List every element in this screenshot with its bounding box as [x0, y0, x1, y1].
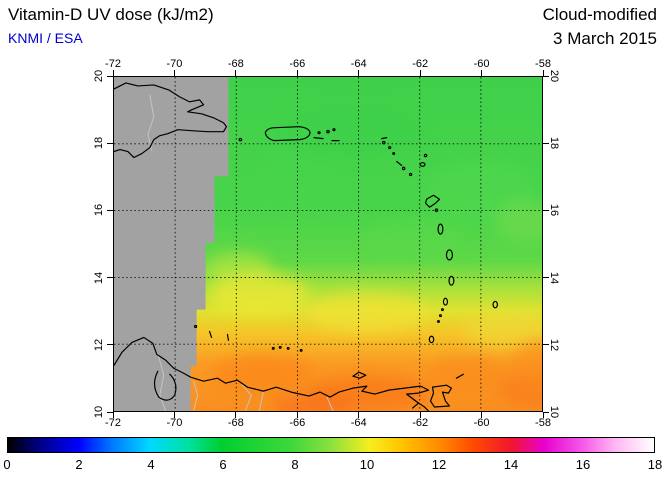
colorbar-tick-label: 0	[3, 457, 11, 472]
colorbar-tick-label: 14	[503, 457, 519, 472]
lon-tick	[419, 412, 421, 418]
no-data-region	[114, 77, 229, 411]
lat-tick	[107, 75, 113, 77]
lon-tick-label: -62	[412, 417, 429, 429]
page-title: Vitamin-D UV dose (kJ/m2)	[8, 5, 214, 24]
lat-tick	[107, 142, 113, 144]
lon-tick	[296, 412, 298, 418]
coast-guadeloupe	[424, 194, 441, 208]
lon-tick	[542, 412, 544, 418]
coast-dominica	[437, 223, 444, 235]
source-credit: KNMI / ESA	[8, 30, 83, 46]
lon-tick-label: -60	[473, 417, 490, 429]
colorbar-tick-label: 4	[147, 457, 155, 472]
colorbar-tick-label: 12	[431, 457, 447, 472]
lat-tick	[543, 411, 549, 413]
coastlines	[114, 82, 499, 411]
lat-tick-label: 18	[548, 137, 560, 150]
lat-tick-label: 10	[548, 405, 560, 419]
coast-mona	[238, 137, 243, 142]
lat-tick	[107, 411, 113, 413]
coast-martinique	[445, 249, 454, 261]
colorbar-tick-label: 6	[219, 457, 227, 472]
lon-tick	[112, 412, 114, 418]
lon-tick-label: -60	[473, 58, 490, 70]
lon-tick	[173, 70, 175, 76]
colorbar-tick-label: 8	[291, 457, 299, 472]
colorbar-tick-label: 18	[647, 457, 663, 472]
lat-tick	[543, 344, 549, 346]
lat-tick-label: 12	[93, 338, 105, 351]
date-label: 3 March 2015	[553, 29, 657, 48]
lat-tick-label: 12	[548, 338, 560, 351]
product-label: Cloud-modified	[542, 5, 657, 24]
lon-tick	[358, 70, 360, 76]
coast-trinidad	[429, 384, 453, 408]
lat-tick	[543, 277, 549, 279]
map-plot-frame	[113, 76, 543, 412]
coast-st-lucia	[448, 275, 455, 286]
coast-puerto-rico	[264, 126, 311, 142]
uv-field-patches	[204, 105, 542, 411]
lat-tick-label: 20	[548, 69, 560, 83]
lat-tick	[107, 344, 113, 346]
lon-tick-label: -70	[166, 58, 183, 70]
lon-tick	[542, 70, 544, 76]
lon-tick-label: -58	[535, 417, 551, 429]
lat-tick	[543, 209, 549, 211]
colorbar-tick-label: 16	[575, 457, 591, 472]
admin-borders	[147, 94, 334, 411]
lon-tick-label: -66	[289, 417, 306, 429]
lat-tick-label: 14	[93, 271, 105, 284]
coast-st-vincent	[442, 297, 449, 306]
colorbar	[7, 437, 655, 453]
header-right: Cloud-modified 3 March 2015	[543, 4, 657, 50]
lon-tick	[112, 70, 114, 76]
lon-tick-label: -68	[227, 417, 244, 429]
lat-tick-label: 20	[93, 69, 105, 83]
lon-tick-label: -68	[227, 58, 244, 70]
grid-lines	[114, 77, 542, 411]
lat-tick-label: 14	[548, 271, 560, 284]
lon-tick-label: -62	[412, 58, 429, 70]
lon-tick-label: -70	[166, 417, 183, 429]
lat-tick-label: 10	[93, 405, 105, 419]
lon-tick	[481, 70, 483, 76]
colorbar-tick-label: 2	[75, 457, 83, 472]
coast-south-america	[114, 336, 430, 411]
lon-tick	[235, 412, 237, 418]
header-left: Vitamin-D UV dose (kJ/m2) KNMI / ESA	[8, 4, 214, 47]
coast-margarita	[352, 371, 367, 379]
coast-tobago	[455, 373, 464, 379]
lon-tick	[173, 412, 175, 418]
lon-tick-label: -72	[105, 417, 121, 429]
lon-tick	[419, 70, 421, 76]
colorbar-tick-label: 10	[359, 457, 375, 472]
lon-tick-label: -72	[105, 58, 121, 70]
lat-tick	[543, 142, 549, 144]
lat-tick	[107, 209, 113, 211]
lat-tick-label: 16	[548, 204, 560, 217]
uv-dose-map	[114, 77, 542, 411]
lon-tick	[358, 412, 360, 418]
coast-grenada	[428, 335, 435, 344]
lon-tick	[235, 70, 237, 76]
coast-barbados	[492, 300, 499, 309]
lat-tick-label: 18	[93, 137, 105, 150]
lat-tick-label: 16	[93, 204, 105, 217]
coast-hispaniola	[114, 82, 228, 159]
lon-tick	[481, 412, 483, 418]
lon-tick-label: -64	[350, 58, 367, 70]
lon-tick-label: -58	[535, 58, 551, 70]
lat-tick	[107, 277, 113, 279]
lat-tick	[543, 75, 549, 77]
lon-tick-label: -64	[350, 417, 367, 429]
lon-tick	[296, 70, 298, 76]
lon-tick-label: -66	[289, 58, 306, 70]
